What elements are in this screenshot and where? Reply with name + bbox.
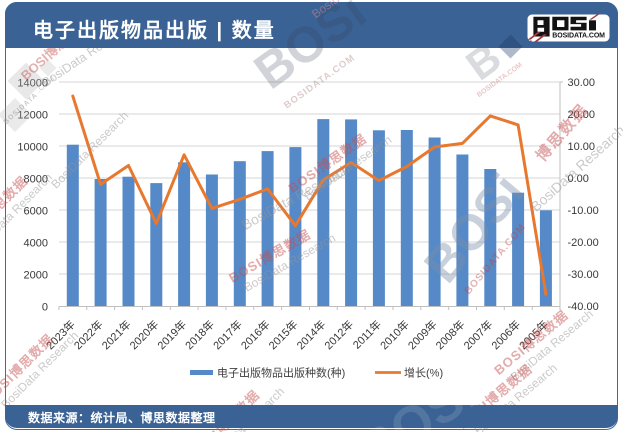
svg-text:6000: 6000 [24,206,48,218]
svg-text:2005年: 2005年 [516,317,551,352]
svg-text:2000: 2000 [24,270,48,282]
svg-text:2011年: 2011年 [350,317,384,351]
svg-text:14000: 14000 [17,78,48,90]
svg-text:4000: 4000 [24,238,48,250]
svg-text:2014年: 2014年 [293,317,328,352]
svg-text:增长(%): 增长(%) [404,366,443,380]
svg-text:2021年: 2021年 [99,317,134,352]
svg-text:2020年: 2020年 [126,317,161,352]
svg-text:电子出版物品出版种数(种): 电子出版物品出版种数(种) [217,366,345,380]
svg-text:10.00: 10.00 [568,141,596,153]
svg-text:0.00: 0.00 [568,173,589,185]
svg-text:-10.00: -10.00 [568,205,599,217]
svg-text:2015年: 2015年 [266,317,301,352]
svg-text:2022年: 2022年 [71,317,106,352]
svg-text:BOSIDATA.COM: BOSIDATA.COM [552,32,605,39]
svg-text:2010年: 2010年 [377,317,412,352]
svg-text:-20.00: -20.00 [568,237,599,249]
svg-text:2016年: 2016年 [238,317,273,352]
svg-text:2012年: 2012年 [321,317,356,352]
svg-text:20.00: 20.00 [568,109,596,121]
svg-text:12000: 12000 [17,110,48,122]
svg-text:2007年: 2007年 [460,317,495,352]
svg-text:2017年: 2017年 [210,317,245,352]
svg-text:2008年: 2008年 [433,317,468,352]
svg-text:2009年: 2009年 [405,317,440,352]
svg-text:2019年: 2019年 [154,317,189,352]
svg-text:-40.00: -40.00 [568,301,599,313]
svg-text:8000: 8000 [24,174,48,186]
svg-text:10000: 10000 [17,142,48,154]
svg-text:-30.00: -30.00 [568,269,599,281]
svg-text:2018年: 2018年 [182,317,217,352]
svg-text:2006年: 2006年 [488,317,523,352]
svg-text:2023年: 2023年 [43,317,78,352]
svg-text:30.00: 30.00 [568,77,596,89]
svg-text:0: 0 [42,302,48,314]
